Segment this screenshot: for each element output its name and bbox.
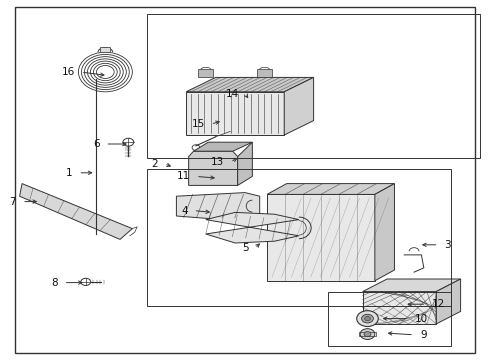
Text: 9: 9 xyxy=(420,330,427,340)
Text: 8: 8 xyxy=(51,278,58,288)
Bar xyxy=(359,332,376,336)
Polygon shape xyxy=(238,142,252,185)
Text: 16: 16 xyxy=(62,67,75,77)
Polygon shape xyxy=(186,92,284,135)
Text: 15: 15 xyxy=(192,119,205,129)
Polygon shape xyxy=(284,77,314,135)
Circle shape xyxy=(360,329,375,339)
Text: 10: 10 xyxy=(415,314,428,324)
Text: 5: 5 xyxy=(242,243,249,253)
Bar xyxy=(147,14,480,158)
Bar xyxy=(328,292,451,346)
Circle shape xyxy=(364,332,371,337)
Text: 4: 4 xyxy=(181,206,188,216)
Polygon shape xyxy=(375,184,394,281)
Polygon shape xyxy=(176,193,260,221)
Bar xyxy=(147,169,451,306)
Text: 14: 14 xyxy=(226,89,239,99)
Polygon shape xyxy=(189,151,238,185)
Circle shape xyxy=(365,316,370,321)
Text: 6: 6 xyxy=(93,139,99,149)
Text: 7: 7 xyxy=(9,197,16,207)
Text: 12: 12 xyxy=(432,299,445,309)
Polygon shape xyxy=(206,212,299,243)
Circle shape xyxy=(357,311,378,327)
Polygon shape xyxy=(194,142,252,151)
Bar xyxy=(257,69,272,77)
Circle shape xyxy=(362,314,373,323)
Text: 3: 3 xyxy=(444,240,451,250)
Polygon shape xyxy=(436,279,461,324)
Polygon shape xyxy=(363,279,461,292)
Polygon shape xyxy=(186,77,314,92)
Polygon shape xyxy=(363,292,436,324)
Polygon shape xyxy=(267,194,375,281)
Text: 2: 2 xyxy=(151,159,158,169)
Text: 1: 1 xyxy=(66,168,73,178)
Polygon shape xyxy=(20,184,132,239)
Bar xyxy=(198,69,213,77)
Text: 11: 11 xyxy=(177,171,190,181)
Text: 13: 13 xyxy=(211,157,224,167)
Polygon shape xyxy=(267,184,394,194)
Bar xyxy=(100,47,110,52)
